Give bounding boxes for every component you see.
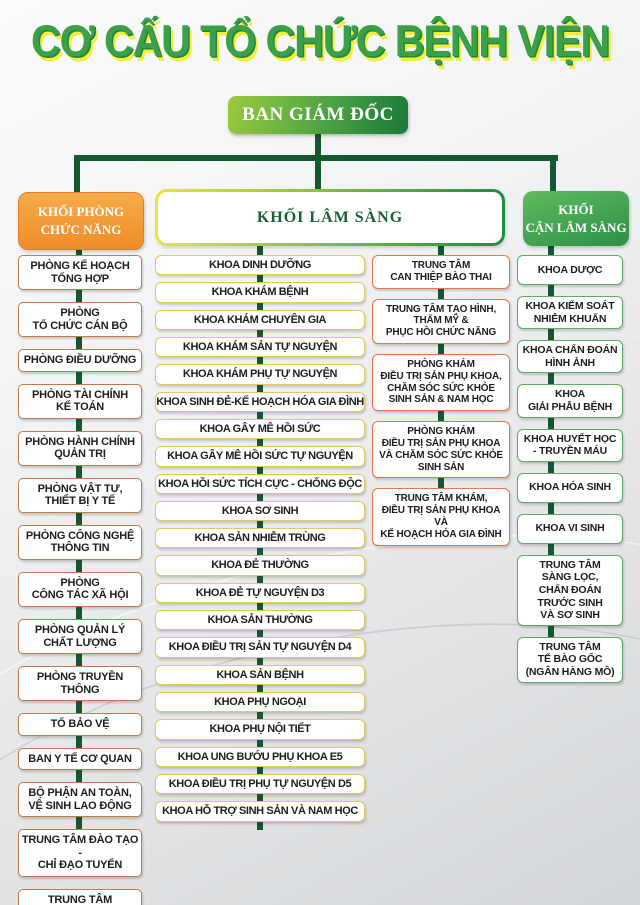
org-box: KHOA CHẨN ĐOÁN HÌNH ẢNH xyxy=(517,340,623,374)
org-box: PHÒNG TRUYỀN THÔNG xyxy=(18,666,142,702)
org-box: KHOA DƯỢC xyxy=(517,255,623,285)
org-box: KHOA SẢN THƯỜNG xyxy=(155,610,365,631)
org-box: KHOA GÂY MÊ HỒI SỨC xyxy=(155,418,365,440)
org-box: KHOA UNG BƯỚU PHỤ KHOA E5 xyxy=(155,746,365,767)
clinical-centers-column: TRUNG TÂM CAN THIỆP BÀO THAI TRUNG TÂM T… xyxy=(372,255,510,546)
header-paraclinical-block: KHỐI CẬN LÂM SÀNG xyxy=(523,191,629,246)
org-box: BAN Y TẾ CƠ QUAN xyxy=(18,747,142,771)
org-box: PHÒNG QUẢN LÝ CHẤT LƯỢNG xyxy=(18,618,142,655)
org-box: KHOA HUYẾT HỌC - TRUYỀN MÁU xyxy=(517,428,623,462)
org-box: PHÒNG VẬT TƯ, THIẾT BỊ Y TẾ xyxy=(18,477,142,513)
org-box: PHÒNG ĐIỀU DƯỠNG xyxy=(18,349,142,372)
org-box: KHOA KIỂM SOÁT NHIỄM KHUẨN xyxy=(517,296,623,330)
org-box: KHOA HỖ TRỢ SINH SẢN VÀ NAM HỌC xyxy=(155,801,365,822)
org-box: KHOA KHÁM SẢN TỰ NGUYỆN xyxy=(155,336,365,358)
org-box: KHOA ĐIỀU TRỊ SẢN TỰ NGUYỆN D4 xyxy=(155,637,365,658)
org-box: KHOA PHỤ NGOẠI xyxy=(155,692,365,713)
org-box: PHÒNG TÀI CHÍNH KẾ TOÁN xyxy=(18,383,142,419)
org-box: TRUNG TÂM TẾ BÀO GỐC (NGÂN HÀNG MÔ) xyxy=(517,636,623,683)
header-clinical-label: KHỐI LÂM SÀNG xyxy=(158,192,502,243)
org-box: KHOA GIẢI PHẪU BỆNH xyxy=(517,384,623,418)
org-box: TRUNG TÂM ĐÀO TẠO - CHỈ ĐẠO TUYẾN xyxy=(18,829,142,877)
org-box: KHOA DINH DƯỠNG xyxy=(155,255,365,276)
org-box: PHÒNG KẾ HOẠCH TỔNG HỢP xyxy=(18,255,142,291)
org-box: TRUNG TÂM KHÁM, ĐIỀU TRỊ SẢN PHỤ KHOA VÀ… xyxy=(372,488,510,546)
org-box: KHOA HỒI SỨC TÍCH CỰC - CHỐNG ĐỘC xyxy=(155,473,365,494)
org-box: PHÒNG KHÁM ĐIỀU TRỊ SẢN PHỤ KHOA VÀ CHĂM… xyxy=(372,421,510,479)
org-box: KHOA ĐẺ TỰ NGUYỆN D3 xyxy=(155,582,365,604)
org-box: PHÒNG CÔNG TÁC XÃ HỘI xyxy=(18,571,142,607)
clinical-column: KHOA DINH DƯỠNG KHOA KHÁM BỆNH KHOA KHÁM… xyxy=(155,255,365,822)
org-box: KHOA PHỤ NỘI TIẾT xyxy=(155,719,365,740)
org-box: KHOA KHÁM CHUYÊN GIA xyxy=(155,309,365,330)
org-box: KHOA ĐIỀU TRỊ PHỤ TỰ NGUYỆN D5 xyxy=(155,773,365,795)
functional-column: PHÒNG KẾ HOẠCH TỔNG HỢP PHÒNG TỔ CHỨC CÁ… xyxy=(18,255,142,905)
org-box: PHÒNG KHÁM ĐIỀU TRỊ SẢN PHỤ KHOA, CHĂM S… xyxy=(372,353,510,412)
page-title: CƠ CẤU TỔ CHỨC BỆNH VIỆN xyxy=(30,16,610,66)
org-box: KHOA SINH ĐẺ-KẾ HOẠCH HÓA GIA ĐÌNH xyxy=(155,391,365,412)
org-box: KHOA KHÁM PHỤ TỰ NGUYỆN xyxy=(155,364,365,385)
connector-drop-functional xyxy=(74,155,80,195)
header-functional-block: KHỐI PHÒNG CHỨC NĂNG xyxy=(18,192,144,250)
org-box: PHÒNG CÔNG NGHỆ THÔNG TIN xyxy=(18,524,142,560)
org-box: KHOA SƠ SINH xyxy=(155,500,365,522)
org-box: TRUNG TÂM CAN THIỆP BÀO THAI xyxy=(372,255,510,289)
org-box: KHOA KHÁM BỆNH xyxy=(155,282,365,303)
org-box: KHOA HÓA SINH xyxy=(517,472,623,503)
org-box: PHÒNG HÀNH CHÍNH QUẢN TRỊ xyxy=(18,430,142,466)
org-box: BỘ PHẬN AN TOÀN, VỆ SINH LAO ĐỘNG xyxy=(18,782,142,818)
org-box: KHOA ĐẺ THƯỜNG xyxy=(155,555,365,576)
org-box: KHOA GÂY MÊ HỒI SỨC TỰ NGUYỆN xyxy=(155,446,365,467)
paraclinical-column: KHOA DƯỢC KHOA KIỂM SOÁT NHIỄM KHUẨN KHO… xyxy=(517,255,623,683)
connector-root-vertical xyxy=(315,130,321,192)
connector-horizontal xyxy=(74,155,558,161)
org-box: TRUNG TÂM NGHIÊN CỨU LÂM SÀNG xyxy=(18,888,142,905)
connector-drop-paraclinical xyxy=(550,155,556,195)
org-box: KHOA VI SINH xyxy=(517,513,623,544)
org-box: PHÒNG TỔ CHỨC CÁN BỘ xyxy=(18,302,142,338)
org-box: TỔ BẢO VỆ xyxy=(18,713,142,736)
root-box-ban-giam-doc: BAN GIÁM ĐỐC xyxy=(228,96,408,134)
org-box: TRUNG TÂM TẠO HÌNH, THẨM MỸ & PHỤC HỒI C… xyxy=(372,298,510,344)
header-clinical-block: KHỐI LÂM SÀNG xyxy=(155,189,505,246)
org-box: KHOA SẢN BỆNH xyxy=(155,664,365,685)
org-box: KHOA SẢN NHIỄM TRÙNG xyxy=(155,528,365,549)
org-box: TRUNG TÂM SÀNG LỌC, CHẨN ĐOÁN TRƯỚC SINH… xyxy=(517,554,623,626)
